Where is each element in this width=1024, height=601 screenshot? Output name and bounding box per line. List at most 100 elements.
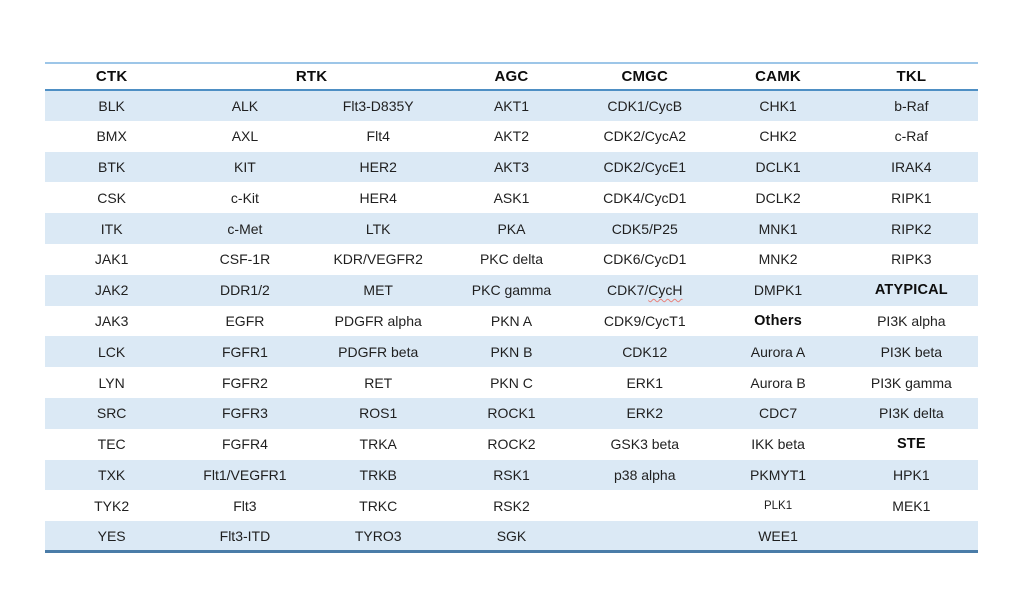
table-cell: Flt3-D835Y bbox=[342, 97, 414, 114]
table-cell: AXL bbox=[231, 128, 259, 145]
table-row: BLK ALK Flt3-D835Y AKT1 CDK1/CycB CHK1 b-Raf bbox=[45, 90, 978, 121]
table-cell: ERK1 bbox=[626, 374, 664, 391]
table-cell: KIT bbox=[234, 158, 256, 175]
table-cell: RIPK2 bbox=[891, 220, 932, 237]
spellcheck-underline: CycH bbox=[648, 282, 683, 299]
table-cell: ROCK2 bbox=[487, 436, 536, 453]
table-cell: PKC delta bbox=[479, 251, 543, 268]
table-cell: JAK3 bbox=[94, 312, 129, 329]
table-cell: PI3K beta bbox=[880, 343, 943, 360]
table-cell: HER4 bbox=[359, 189, 397, 206]
table-cell: DMPK1 bbox=[753, 282, 803, 299]
table-cell: Flt1/VEGFR1 bbox=[203, 466, 287, 483]
table-body: BLK ALK Flt3-D835Y AKT1 CDK1/CycB CHK1 b-Raf BM… bbox=[45, 90, 978, 552]
table-cell: AKT2 bbox=[493, 128, 529, 145]
table-cell: IKK beta bbox=[751, 436, 805, 453]
table-cell: c-Kit bbox=[230, 189, 259, 206]
table-cell: HER2 bbox=[359, 158, 397, 175]
column-header-rtk: RTK bbox=[295, 68, 328, 85]
table-cell: FGFR4 bbox=[221, 436, 268, 453]
table-cell: MNK2 bbox=[758, 251, 798, 268]
table-cell: AKT1 bbox=[493, 97, 529, 114]
table-cell: b-Raf bbox=[894, 97, 929, 114]
table-cell: PI3K delta bbox=[879, 405, 944, 422]
table-cell: TRKA bbox=[359, 436, 397, 453]
table-cell: CDK5/P25 bbox=[611, 220, 678, 237]
table-cell: CDK12 bbox=[622, 343, 668, 360]
table-cell: CDK2/CycE1 bbox=[603, 158, 686, 175]
table-cell: PDGFR alpha bbox=[334, 312, 422, 329]
table-cell: PKA bbox=[497, 220, 526, 237]
table-cell: KDR/VEGFR2 bbox=[333, 251, 423, 268]
table-cell: SRC bbox=[96, 405, 127, 422]
table-cell: MEK1 bbox=[892, 497, 931, 514]
table-row: LYN FGFR2 RET PKN C ERK1 Aurora B PI3K gamma bbox=[45, 367, 978, 398]
table-cell: AKT3 bbox=[493, 158, 529, 175]
table-cell: RSK1 bbox=[493, 466, 530, 483]
table-cell: PKN A bbox=[490, 312, 533, 329]
table-cell: ROS1 bbox=[359, 405, 398, 422]
table-cell: MNK1 bbox=[758, 220, 798, 237]
table-cell: TYK2 bbox=[94, 497, 130, 514]
table-cell: LTK bbox=[365, 220, 391, 237]
table-cell: RIPK3 bbox=[891, 251, 932, 268]
table-row: YES Flt3-ITD TYRO3 SGK WEE1 bbox=[45, 521, 978, 552]
table-cell: BMX bbox=[96, 128, 127, 145]
table-cell: MET bbox=[363, 282, 393, 299]
table-cell: FGFR2 bbox=[221, 374, 268, 391]
table-row: LCK FGFR1 PDGFR beta PKN B CDK12 Aurora A PI3K… bbox=[45, 336, 978, 368]
table-row: CSK c-Kit HER4 ASK1 CDK4/CycD1 DCLK2 RIPK1 bbox=[45, 182, 978, 213]
table-cell: IRAK4 bbox=[891, 158, 932, 175]
table-cell: BTK bbox=[98, 158, 126, 175]
kinase-table: CTK RTK AGC CMGC CAMK TKL BLK ALK Flt3-D835Y AKT… bbox=[45, 62, 978, 554]
table-cell: TRKC bbox=[359, 497, 398, 514]
column-header-ctk: CTK bbox=[95, 68, 128, 85]
kinase-table-container: CTK RTK AGC CMGC CAMK TKL BLK ALK Flt3-D835Y AKT… bbox=[45, 62, 978, 554]
table-cell: STE bbox=[896, 436, 926, 453]
table-cell: RSK2 bbox=[493, 497, 530, 514]
table-header: CTK RTK AGC CMGC CAMK TKL bbox=[45, 63, 978, 90]
table-cell: ASK1 bbox=[493, 189, 530, 206]
table-cell: BLK bbox=[98, 97, 125, 114]
table-cell: ALK bbox=[231, 97, 259, 114]
table-cell: PKN C bbox=[490, 374, 533, 391]
table-row: ITK c-Met LTK PKA CDK5/P25 MNK1 RIPK2 bbox=[45, 213, 978, 244]
table-cell: DCLK1 bbox=[755, 158, 801, 175]
table-cell: RIPK1 bbox=[891, 189, 932, 206]
table-cell: PKC gamma bbox=[471, 282, 552, 299]
table-row: SRC FGFR3 ROS1 ROCK1 ERK2 CDC7 PI3K delta bbox=[45, 397, 978, 429]
table-cell: TYRO3 bbox=[354, 527, 402, 544]
table-row: JAK1 CSF-1R KDR/VEGFR2 PKC delta CDK6/CycD1 M… bbox=[45, 244, 978, 275]
table-cell: CDK6/CycD1 bbox=[603, 251, 687, 268]
table-cell: CDK7/CycH bbox=[607, 282, 683, 299]
table-cell bbox=[845, 521, 978, 552]
table-cell: c-Raf bbox=[894, 128, 929, 145]
table-row: JAK3 EGFR PDGFR alpha PKN A CDK9/CycT1 Others… bbox=[45, 306, 978, 337]
table-cell: PKMYT1 bbox=[750, 466, 807, 483]
table-cell: ERK2 bbox=[626, 405, 664, 422]
table-cell: EGFR bbox=[225, 312, 265, 329]
table-row: BMX AXL Flt4 AKT2 CDK2/CycA2 CHK2 c-Raf bbox=[45, 121, 978, 152]
table-cell: TEC bbox=[97, 436, 126, 453]
table-cell: DDR1/2 bbox=[220, 282, 270, 299]
table-cell: ITK bbox=[100, 220, 123, 237]
table-row: TEC FGFR4 TRKA ROCK2 GSK3 beta IKK beta STE bbox=[45, 429, 978, 460]
table-cell: RET bbox=[364, 374, 393, 391]
table-cell: JAK2 bbox=[94, 282, 129, 299]
table-cell: WEE1 bbox=[758, 527, 798, 544]
table-cell: p38 alpha bbox=[614, 466, 676, 483]
table-row: TXK Flt1/VEGFR1 TRKB RSK1 p38 alpha PKMYT1 HPK… bbox=[45, 459, 978, 491]
table-cell: PKN B bbox=[490, 343, 533, 360]
table-cell bbox=[578, 490, 711, 521]
table-cell: Aurora A bbox=[750, 343, 806, 360]
table-cell: TXK bbox=[98, 466, 126, 483]
table-cell: PDGFR beta bbox=[338, 343, 419, 360]
table-cell: LYN bbox=[98, 374, 125, 391]
column-header-cmgc: CMGC bbox=[621, 68, 669, 85]
table-cell: CDK1/CycB bbox=[607, 97, 683, 114]
table-cell: Flt4 bbox=[366, 128, 390, 145]
table-cell: CSF-1R bbox=[219, 251, 271, 268]
table-cell: CDK9/CycT1 bbox=[603, 312, 686, 329]
table-cell: FGFR3 bbox=[221, 405, 268, 422]
table-cell: DCLK2 bbox=[755, 189, 801, 206]
